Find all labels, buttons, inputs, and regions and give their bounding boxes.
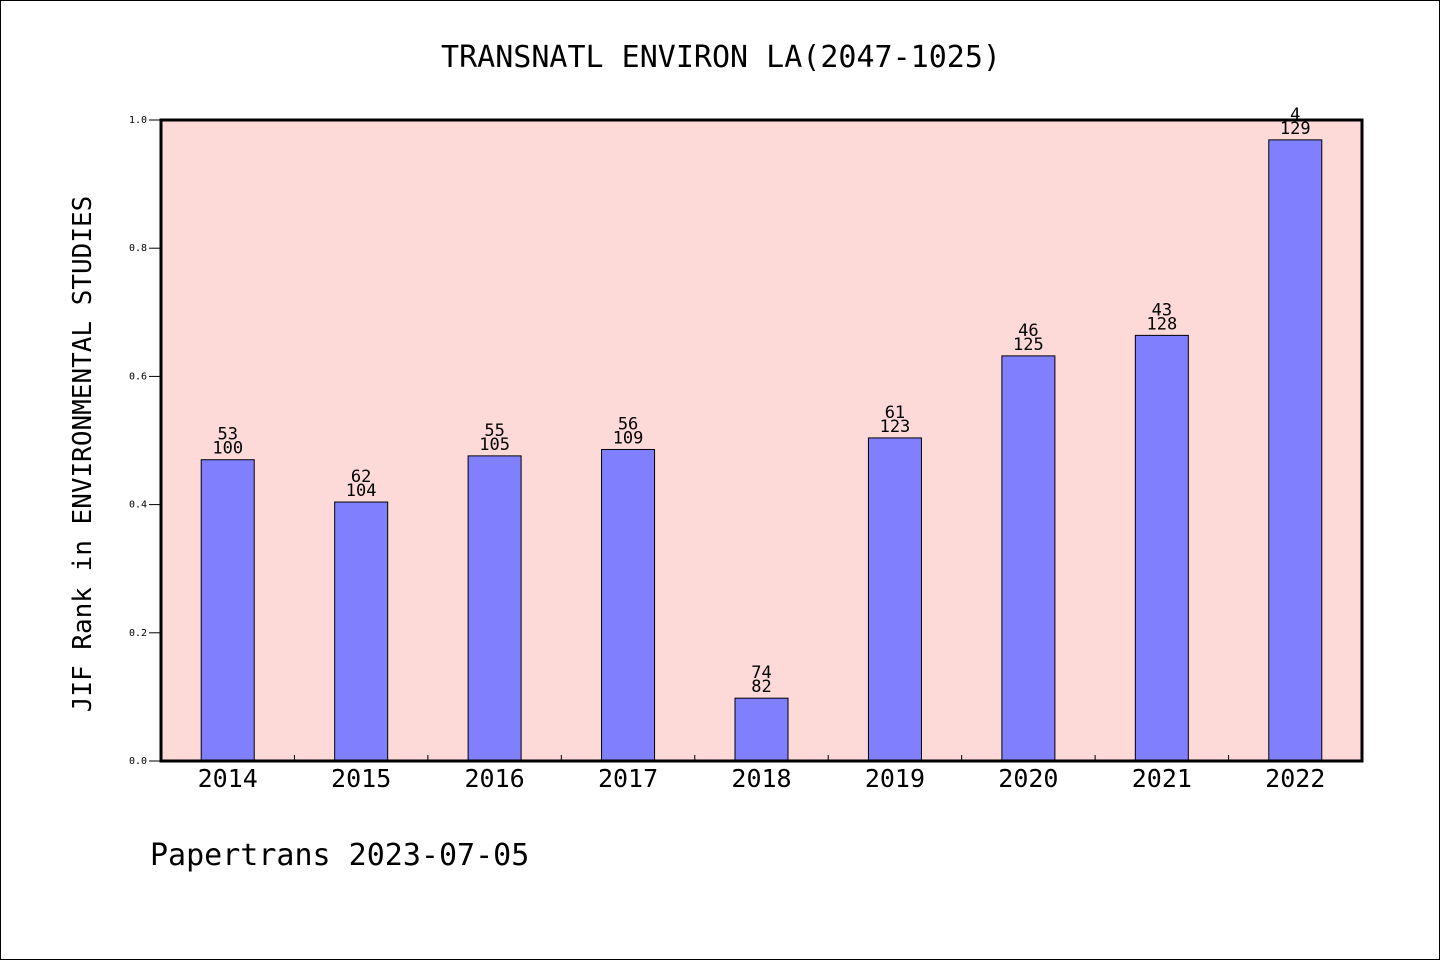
y-tick-label: 0.2	[129, 628, 147, 639]
x-tick-label: 2017	[598, 764, 658, 793]
x-tick-label: 2019	[865, 764, 925, 793]
bar-rank-label: 55	[484, 421, 504, 441]
bar-rank-label: 4	[1290, 105, 1300, 125]
x-axis: 2014 2015 2016 2017 2018 2019 2020 2021 2022	[198, 755, 1325, 793]
footer-text: Papertrans 2023-07-05	[150, 838, 529, 873]
x-tick-label: 2022	[1265, 764, 1325, 793]
bar-rank-label: 46	[1018, 321, 1038, 341]
bar-rank-label: 56	[618, 414, 638, 434]
bar	[734, 697, 789, 762]
y-tick-label: 0.8	[129, 243, 147, 254]
y-tick-label: 0.6	[129, 371, 147, 382]
plot-border	[159, 118, 1364, 763]
y-axis-label: JIF Rank in ENVIRONMENTAL STUDIES	[68, 196, 98, 713]
bar-total-label: 82	[751, 677, 771, 697]
bar	[1268, 139, 1323, 762]
chart-title: TRANSNATL ENVIRON LA(2047-1025)	[441, 40, 1001, 75]
x-tick-label: 2020	[998, 764, 1058, 793]
bar	[1001, 355, 1056, 762]
y-tick-label: 0.0	[129, 756, 147, 767]
bar	[601, 448, 656, 762]
bar-total-label: 125	[1013, 335, 1044, 355]
bar-total-label: 105	[479, 435, 510, 455]
bar	[334, 501, 389, 762]
bar	[467, 455, 522, 762]
bar-total-label: 104	[346, 481, 377, 501]
x-tick-label: 2015	[331, 764, 391, 793]
bar-total-label: 109	[613, 428, 644, 448]
y-tick-label: 1.0	[129, 115, 147, 126]
bar	[867, 437, 922, 762]
x-tick-label: 2014	[198, 764, 258, 793]
bar	[1134, 334, 1189, 762]
bar-total-label: 128	[1146, 314, 1177, 334]
bar-total-label: 129	[1280, 119, 1311, 139]
bar-total-label: 100	[212, 439, 243, 459]
x-tick-label: 2016	[465, 764, 525, 793]
x-tick-label: 2021	[1132, 764, 1192, 793]
bar-rank-label: 74	[751, 663, 771, 683]
bar-rank-label: 43	[1152, 300, 1172, 320]
bar	[200, 459, 255, 762]
bar-rank-label: 53	[217, 425, 237, 445]
y-axis: 0.0 0.2 0.4 0.6 0.8 1.0	[129, 115, 161, 767]
bar-total-label: 123	[880, 417, 911, 437]
bar-rank-label: 62	[351, 467, 371, 487]
x-tick-label: 2018	[731, 764, 791, 793]
bar-rank-label: 61	[885, 403, 905, 423]
y-tick-label: 0.4	[129, 500, 147, 511]
